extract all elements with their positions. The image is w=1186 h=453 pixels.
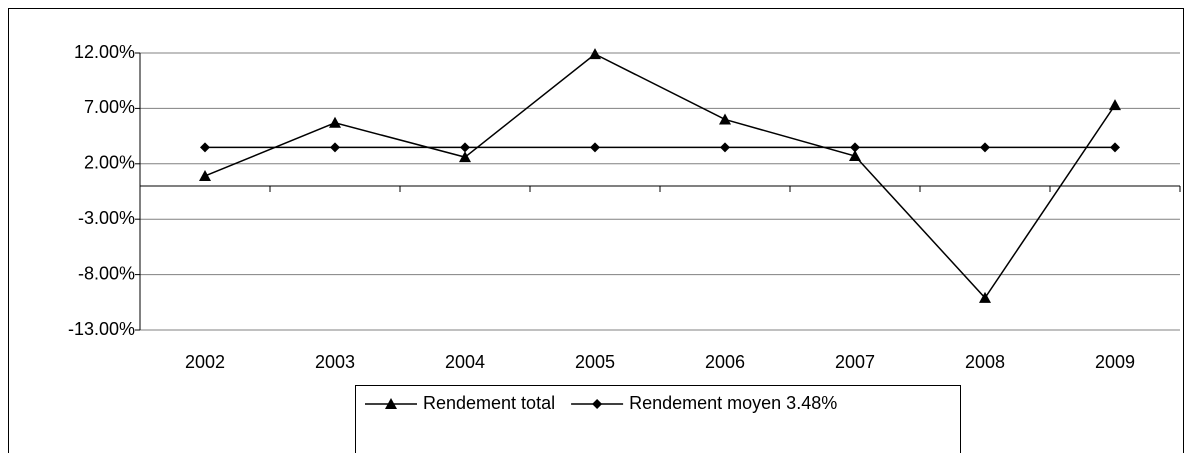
triangle-marker xyxy=(385,398,397,409)
y-tick-label: 2.00% xyxy=(84,153,135,173)
x-tick-label: 2007 xyxy=(835,352,875,372)
triangle-marker xyxy=(459,151,471,163)
triangle-marker xyxy=(719,113,731,125)
y-tick-label: 12.00% xyxy=(74,42,135,62)
diamond-marker xyxy=(460,142,470,153)
chart-frame xyxy=(8,8,1184,453)
y-tick-label: -13.00% xyxy=(68,319,135,339)
x-tick-label: 2002 xyxy=(185,352,225,372)
diamond-marker xyxy=(200,142,210,153)
diamond-marker xyxy=(1110,142,1120,153)
legend-label: Rendement total xyxy=(423,393,555,413)
diamond-marker xyxy=(980,142,990,153)
series-line xyxy=(204,53,1116,300)
x-tick-label: 2005 xyxy=(575,352,615,372)
legend-box xyxy=(355,385,961,453)
diamond-marker xyxy=(592,399,603,409)
triangle-marker xyxy=(199,169,211,181)
x-tick-label: 2006 xyxy=(705,352,745,372)
x-tick-label: 2003 xyxy=(315,352,355,372)
diamond-marker xyxy=(850,142,860,153)
y-tick-label: -8.00% xyxy=(78,263,135,283)
y-tick-label: 7.00% xyxy=(84,97,135,117)
y-tick-label: -3.00% xyxy=(78,208,135,228)
x-tick-label: 2008 xyxy=(965,352,1005,372)
triangle-marker xyxy=(849,150,861,162)
diamond-marker xyxy=(590,142,600,153)
triangle-marker xyxy=(1109,99,1121,111)
legend-label: Rendement moyen 3.48% xyxy=(629,393,837,413)
x-tick-label: 2004 xyxy=(445,352,485,372)
x-tick-label: 2009 xyxy=(1095,352,1135,372)
diamond-marker xyxy=(330,142,340,153)
triangle-marker xyxy=(589,48,601,60)
diamond-marker xyxy=(720,142,730,153)
triangle-marker xyxy=(979,291,991,303)
triangle-marker xyxy=(329,116,341,128)
